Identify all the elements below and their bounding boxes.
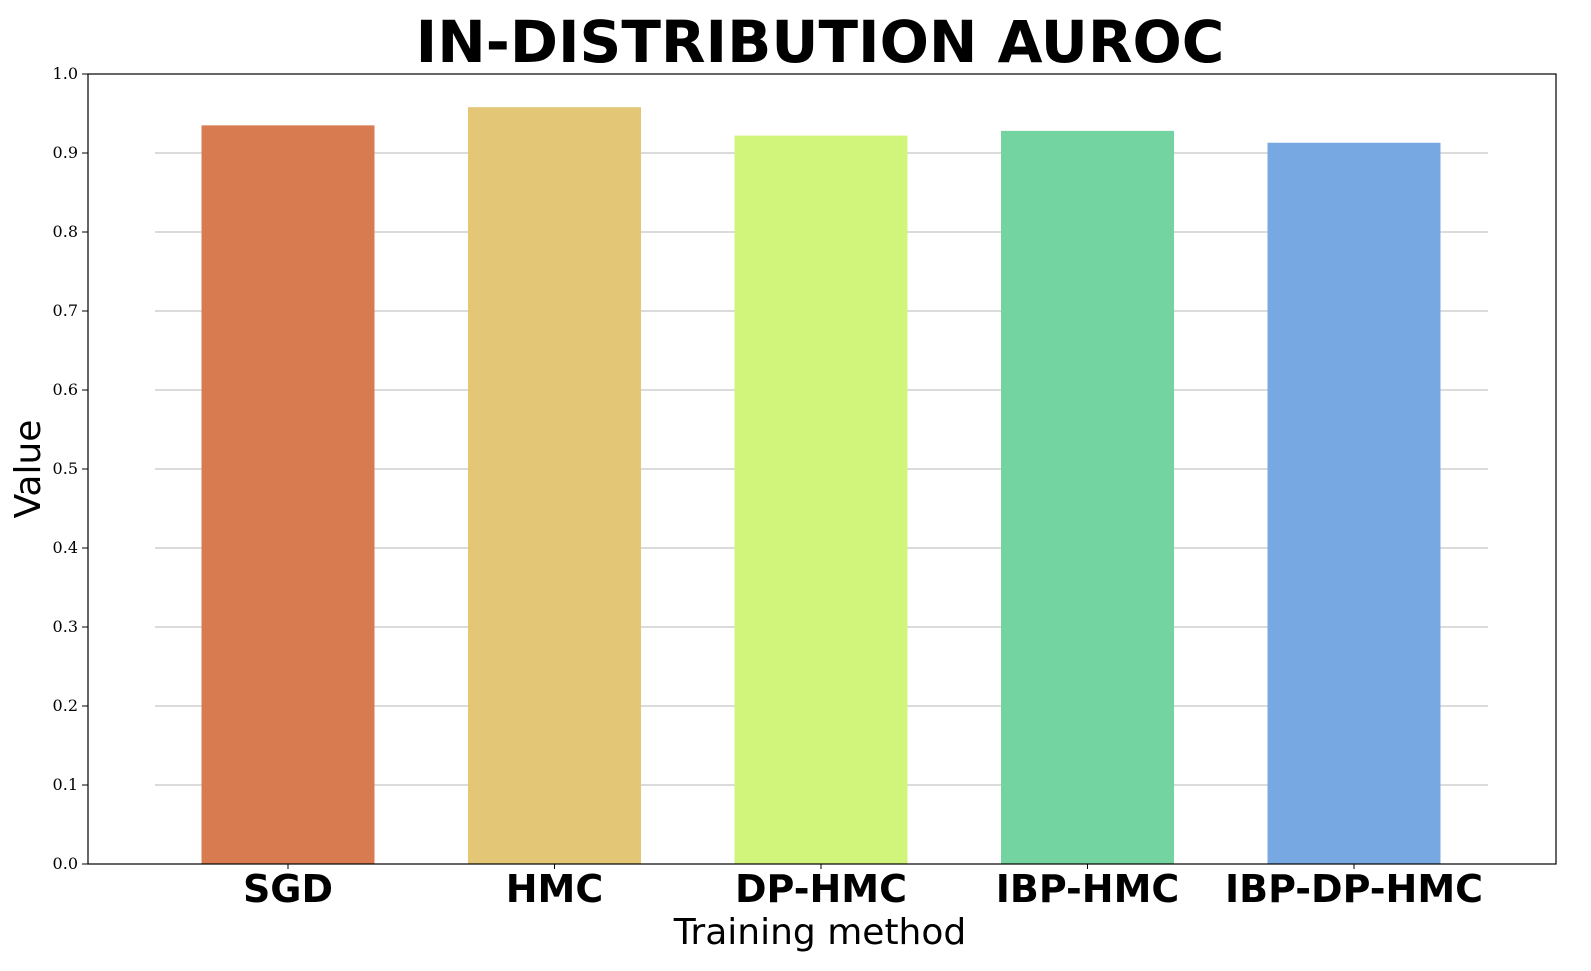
bar-ibp-hmc: [1001, 130, 1174, 864]
bar-sgd: [201, 125, 375, 865]
bar-dp-hmc: [734, 135, 908, 864]
x-tick-label: SGD: [243, 867, 333, 911]
y-axis-label: Value: [8, 420, 49, 519]
y-tick-label: 0.2: [53, 696, 78, 715]
y-tick-label: 1.0: [53, 64, 78, 83]
x-axis-label: Training method: [673, 912, 967, 953]
y-tick-label: 0.5: [53, 459, 78, 478]
bar-hmc: [468, 107, 641, 865]
y-tick-label: 0.3: [53, 617, 78, 636]
chart-title: IN-DISTRIBUTION AUROC: [416, 8, 1225, 76]
y-tick-label: 0.1: [53, 775, 78, 794]
bar-ibp-dp-hmc: [1267, 142, 1441, 865]
y-tick-label: 0.0: [53, 854, 78, 873]
x-tick-label: IBP-HMC: [996, 867, 1180, 911]
y-tick-label: 0.4: [53, 538, 78, 557]
y-tick-label: 0.8: [53, 222, 78, 241]
x-tick-label: IBP-DP-HMC: [1225, 867, 1483, 911]
x-tick-label: HMC: [506, 867, 604, 911]
y-tick-label: 0.7: [53, 301, 78, 320]
y-tick-label: 0.9: [53, 143, 78, 162]
y-axis-ticks: 0.0 0.1 0.2 0.3 0.4 0.5 0.6 0.7 0.8 0.9 1.0: [53, 64, 88, 873]
x-axis-ticks: SGD HMC DP-HMC IBP-HMC IBP-DP-HMC: [243, 864, 1483, 911]
y-tick-label: 0.6: [53, 380, 78, 399]
x-tick-label: DP-HMC: [735, 867, 907, 911]
bars: [201, 107, 1441, 865]
